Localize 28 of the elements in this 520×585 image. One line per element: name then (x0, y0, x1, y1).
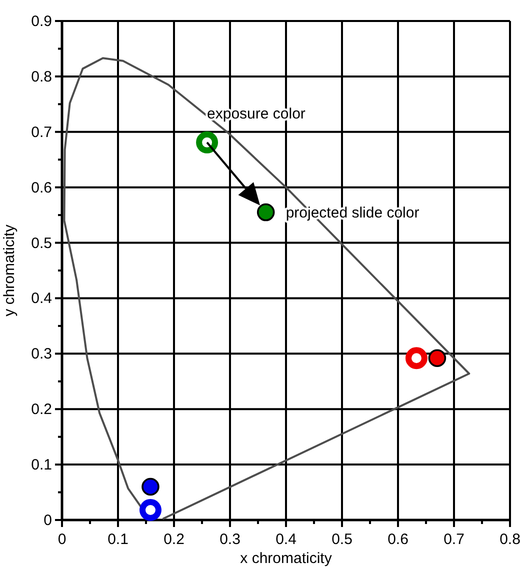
y-axis-title: y chromaticity (1, 224, 18, 316)
x-tick-label: 0.7 (444, 531, 464, 548)
y-tick-label: 0 (44, 512, 52, 529)
point (142, 478, 160, 496)
x-tick-label: 0.6 (388, 531, 408, 548)
y-tick-label: 0.1 (31, 456, 52, 474)
point (405, 347, 428, 370)
point (139, 499, 162, 522)
line-series (63, 57, 470, 520)
point (256, 203, 275, 222)
x-tick-label: 0.4 (276, 531, 296, 548)
x-axis-title: x chromaticity (240, 550, 332, 567)
x-tick-label: 0.3 (220, 531, 240, 548)
y-tick-label: 0.6 (31, 179, 52, 196)
x-tick-label: 0.5 (332, 531, 352, 548)
y-tick-label: 0.7 (31, 124, 52, 141)
x-tick-label: 0.1 (108, 531, 128, 548)
y-tick-label: 0.8 (31, 68, 52, 86)
y-tick-label: 0.9 (31, 13, 52, 30)
y-tick-label: 0.2 (31, 401, 52, 418)
x-tick-label: 0.8 (500, 531, 520, 548)
x-tick-label: 0.2 (164, 531, 184, 548)
point (196, 131, 218, 154)
y-tick-label: 0.5 (31, 234, 52, 252)
y-tick-label: 0.3 (31, 346, 52, 363)
x-tick-label: 0 (58, 531, 66, 548)
y-tick-label: 0.4 (31, 290, 52, 308)
point (428, 349, 446, 367)
